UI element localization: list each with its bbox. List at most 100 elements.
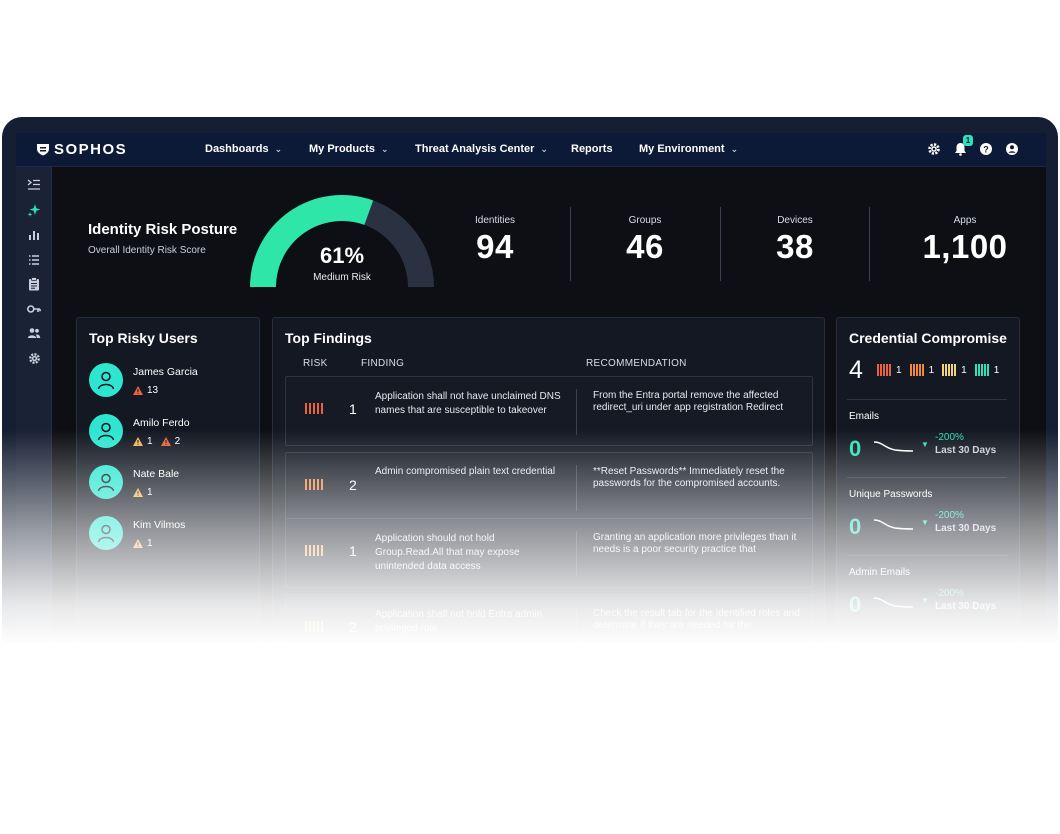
risk-bar	[305, 621, 307, 632]
severity-bar	[909, 364, 912, 376]
finding-row[interactable]: 1 Application shall not have unclaimed D…	[285, 376, 813, 446]
avatar	[89, 363, 123, 397]
divider	[847, 555, 1007, 556]
stat-groups[interactable]: Groups 46	[595, 215, 695, 266]
user-risk-badges: 1	[133, 487, 179, 498]
credential-compromise-panel: Credential Compromise 4 1 1 1 1 Emails 0…	[836, 317, 1020, 677]
nav-label: Threat Analysis Center	[415, 143, 535, 155]
warning-medium-icon	[133, 488, 143, 497]
key-icon[interactable]	[26, 301, 42, 317]
severity-bar	[883, 364, 885, 376]
user-avatar-icon	[97, 422, 115, 441]
user-risk-badges: 1	[133, 538, 185, 549]
divider	[576, 531, 577, 577]
user-name: Amilo Ferdo	[133, 417, 190, 429]
stat-identities[interactable]: Identities 94	[445, 215, 545, 266]
user-risk-badges: 1 2	[133, 436, 190, 447]
list-icon[interactable]	[26, 252, 42, 268]
bar-chart-icon[interactable]	[26, 227, 42, 243]
severity-bar	[889, 364, 891, 376]
risk-bar	[313, 479, 315, 490]
severity-bars	[942, 364, 957, 376]
alert-count: 1	[147, 436, 153, 447]
risk-bar	[321, 621, 323, 632]
recommendation-text: **Reset Passwords** Immediately reset th…	[593, 466, 785, 489]
nav-threat-analysis-center[interactable]: Threat Analysis Center ⌄	[415, 143, 548, 155]
risk-score-percent: 61%	[319, 243, 365, 268]
risk-level-label: Medium Risk	[313, 272, 371, 283]
user-avatar-icon	[97, 371, 115, 390]
sidebar	[16, 167, 52, 677]
clipboard-icon[interactable]	[26, 276, 42, 292]
finding-text: Admin compromised plain text credential	[375, 466, 556, 477]
stat-devices[interactable]: Devices 38	[745, 215, 845, 266]
collapse-icon[interactable]	[26, 177, 42, 193]
nav-my-products[interactable]: My Products ⌄	[309, 143, 389, 155]
chevron-down-icon: ⌄	[730, 143, 739, 154]
risk-bar	[305, 479, 307, 490]
risky-user-item[interactable]: Kim Vilmos 1	[89, 516, 185, 550]
severity-bar	[974, 364, 977, 376]
panel-title: Top Risky Users	[89, 330, 198, 346]
credential-total: 4	[849, 356, 863, 384]
divider	[576, 607, 577, 653]
severity-count: 1	[928, 364, 935, 376]
finding-row[interactable]: 2 Application shall not hold Entra admin…	[285, 594, 813, 664]
top-navigation-bar: SOPHOS Dashboards ⌄ My Products ⌄ Threat…	[16, 133, 1046, 167]
warning-high-icon	[160, 437, 171, 446]
user-risk-badges: 13	[133, 385, 198, 396]
users-icon[interactable]	[26, 325, 42, 341]
notification-badge: 1	[963, 135, 973, 146]
column-header-risk[interactable]: RISK	[303, 358, 328, 369]
risk-bar	[309, 545, 311, 556]
help-icon[interactable]: ?	[978, 141, 994, 157]
metric-change: -200%	[935, 432, 964, 443]
main-content: Identity Risk Posture Overall Identity R…	[52, 167, 1046, 677]
column-header-recommendation[interactable]: RECOMMENDATION	[586, 358, 687, 369]
nav-reports[interactable]: Reports	[571, 143, 613, 155]
gear-icon[interactable]	[926, 141, 942, 157]
metric-value: 0	[849, 592, 862, 617]
metric-change: -200%	[935, 510, 964, 521]
panel-title: Credential Compromise	[849, 330, 1007, 346]
finding-row[interactable]: 1 Application should not hold Group.Read…	[285, 518, 813, 588]
risk-bar	[321, 545, 323, 556]
risk-bar	[305, 403, 307, 414]
risky-user-item[interactable]: Amilo Ferdo 1 2	[89, 414, 190, 448]
divider	[576, 465, 577, 511]
nav-dashboards[interactable]: Dashboards ⌄	[205, 143, 282, 155]
bell-icon[interactable]: 1	[952, 135, 973, 157]
warning-medium-icon	[133, 539, 143, 548]
column-header-finding[interactable]: FINDING	[361, 358, 405, 369]
risk-level-bars	[305, 621, 323, 632]
risky-user-item[interactable]: Nate Bale 1	[89, 465, 179, 499]
nav-my-environment[interactable]: My Environment ⌄	[639, 143, 738, 155]
user-name: James Garcia	[133, 366, 198, 378]
sophos-logo[interactable]: SOPHOS	[36, 141, 127, 158]
severity-bar	[921, 364, 924, 376]
risk-bar	[313, 403, 315, 414]
risky-user-item[interactable]: James Garcia 13	[89, 363, 198, 397]
sparkle-icon[interactable]	[26, 202, 42, 218]
stat-label: Groups	[628, 215, 662, 226]
severity-bar	[951, 364, 954, 376]
severity-bar	[945, 364, 948, 376]
risk-bar	[313, 545, 315, 556]
alert-count: 2	[174, 436, 181, 447]
severity-bar	[977, 364, 980, 376]
divider	[576, 389, 577, 435]
metric-period: Last 30 Days	[935, 445, 997, 456]
finding-row[interactable]: 2 Admin compromised plain text credentia…	[285, 452, 813, 522]
svg-text:?: ?	[983, 145, 989, 155]
risk-bar	[309, 479, 311, 490]
nav-label: Reports	[571, 143, 613, 155]
settings-icon[interactable]	[26, 350, 42, 366]
finding-number: 1	[349, 543, 357, 559]
user-name: Kim Vilmos	[133, 519, 186, 531]
stat-apps[interactable]: Apps 1,100	[900, 215, 1030, 266]
risk-bar	[317, 621, 319, 632]
top-findings-panel: Top Findings RISK FINDING RECOMMENDATION…	[272, 317, 825, 677]
risk-bar	[305, 545, 307, 556]
metric-value: 0	[849, 436, 862, 461]
user-icon[interactable]	[1004, 141, 1020, 157]
